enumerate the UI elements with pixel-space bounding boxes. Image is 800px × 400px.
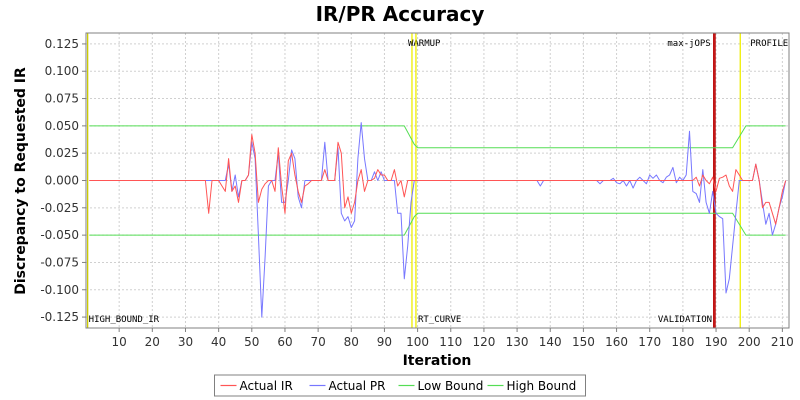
- event-marker-label: RT_CURVE: [418, 315, 461, 325]
- actual-ir-line: [89, 134, 787, 225]
- y-tick-label: 0.125: [45, 37, 79, 51]
- x-tick-label: 10: [112, 335, 127, 349]
- y-tick-label: 0.050: [45, 119, 79, 133]
- y-tick-label: 0.075: [45, 92, 79, 106]
- x-tick-label: 30: [178, 335, 193, 349]
- x-tick-label: 100: [406, 335, 429, 349]
- event-marker-label: max-jOPS: [667, 39, 710, 49]
- x-tick-label: 130: [506, 335, 529, 349]
- x-tick-label: 80: [344, 335, 359, 349]
- legend: Actual IR Actual PR Low Bound High Bound: [214, 374, 586, 397]
- x-tick-label: 180: [671, 335, 694, 349]
- x-tick-label: 40: [211, 335, 226, 349]
- y-axis-label: Discrepancy to Requested IR: [13, 67, 29, 295]
- series-lines: [89, 122, 787, 318]
- high-bound-line: [89, 125, 786, 149]
- x-axis-ticks: 10 20 30 40 50 60 70 80 90 100 110 120 130 140 150 160 1…: [112, 328, 794, 349]
- y-tick-label: -0.075: [40, 255, 79, 269]
- x-tick-label: 200: [738, 335, 761, 349]
- chart-title: IR/PR Accuracy: [316, 2, 485, 26]
- legend-entry: High Bound: [507, 379, 577, 393]
- y-tick-label: 0.100: [45, 64, 79, 78]
- x-tick-label: 110: [439, 335, 462, 349]
- y-tick-label: 0.025: [45, 146, 79, 160]
- x-tick-label: 190: [705, 335, 728, 349]
- x-tick-label: 150: [572, 335, 595, 349]
- y-tick-label: -0.050: [40, 228, 79, 242]
- event-marker-label: HIGH_BOUND_IR: [89, 315, 160, 325]
- x-tick-label: 140: [539, 335, 562, 349]
- x-tick-label: 210: [771, 335, 794, 349]
- y-axis-ticks: -0.125 -0.100 -0.075 -0.050 -0.025 0.000 0.025…: [40, 37, 86, 324]
- low-bound-line: [89, 212, 786, 236]
- actual-pr-line: [89, 122, 787, 318]
- x-tick-label: 70: [310, 335, 325, 349]
- x-tick-label: 160: [605, 335, 628, 349]
- event-marker-label: VALIDATION: [658, 315, 712, 325]
- y-tick-label: 0.000: [45, 174, 79, 188]
- legend-entry: Actual PR: [329, 379, 386, 393]
- x-tick-label: 20: [145, 335, 160, 349]
- event-marker-label: PROFILE: [750, 39, 788, 49]
- legend-entry: Low Bound: [418, 379, 484, 393]
- x-tick-label: 120: [472, 335, 495, 349]
- x-tick-label: 90: [377, 335, 392, 349]
- y-tick-label: -0.025: [40, 201, 79, 215]
- legend-entry: Actual IR: [240, 379, 293, 393]
- y-tick-label: -0.100: [40, 283, 79, 297]
- x-tick-label: 170: [638, 335, 661, 349]
- x-axis-label: Iteration: [403, 353, 472, 369]
- x-tick-label: 60: [277, 335, 292, 349]
- x-tick-label: 50: [244, 335, 259, 349]
- y-tick-label: -0.125: [40, 310, 79, 324]
- event-marker-label: WARMUP: [408, 39, 441, 49]
